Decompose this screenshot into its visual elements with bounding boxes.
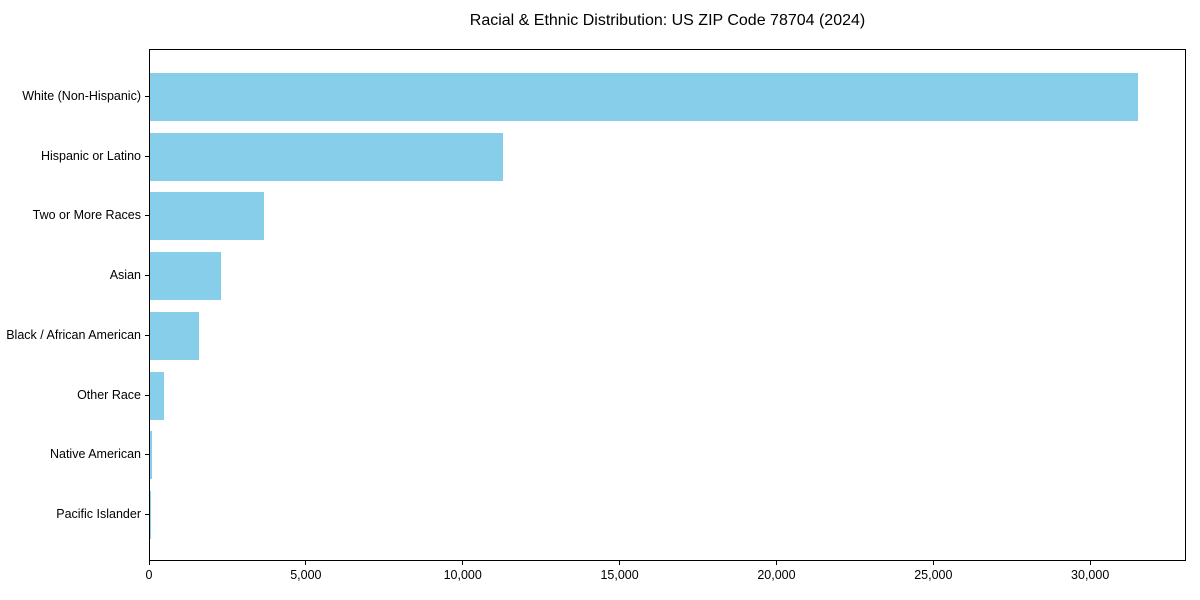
y-tick — [145, 454, 149, 456]
y-tick — [145, 155, 149, 157]
x-tick — [305, 561, 307, 565]
category-label: Pacific Islander — [56, 506, 141, 521]
category-label: Asian — [109, 268, 141, 283]
bar — [150, 73, 1138, 121]
category-label: Native American — [49, 447, 141, 462]
x-tick-label: 25,000 — [914, 568, 953, 582]
y-tick — [145, 275, 149, 277]
bar — [150, 252, 221, 301]
y-tick — [145, 215, 149, 217]
category-label: Black / African American — [6, 327, 141, 342]
x-tick-label: 20,000 — [757, 568, 796, 582]
x-tick-label: 30,000 — [1071, 568, 1110, 582]
bar — [150, 132, 503, 181]
plot-area — [149, 49, 1186, 561]
x-tick-label: 5,000 — [290, 568, 322, 582]
x-tick — [932, 561, 934, 565]
y-tick — [145, 513, 149, 515]
bar — [150, 431, 152, 480]
y-tick — [145, 96, 149, 97]
category-label: Two or More Races — [32, 208, 141, 223]
category-label: Hispanic or Latino — [40, 148, 141, 163]
x-tick-label: 0 — [145, 568, 153, 582]
x-tick-label: 15,000 — [600, 568, 639, 582]
x-tick — [619, 561, 621, 565]
y-tick — [145, 394, 149, 396]
bar — [150, 371, 164, 420]
bar — [150, 192, 264, 241]
x-tick — [148, 561, 150, 565]
x-tick-label: 10,000 — [443, 568, 482, 582]
category-label: White (Non-Hispanic) — [22, 89, 141, 103]
category-label: Other Race — [77, 387, 141, 402]
x-tick — [1089, 561, 1091, 565]
y-tick — [145, 334, 149, 336]
bar — [150, 311, 199, 360]
chart-title: Racial & Ethnic Distribution: US ZIP Cod… — [469, 12, 866, 29]
x-tick — [462, 561, 464, 565]
x-tick — [775, 561, 777, 565]
